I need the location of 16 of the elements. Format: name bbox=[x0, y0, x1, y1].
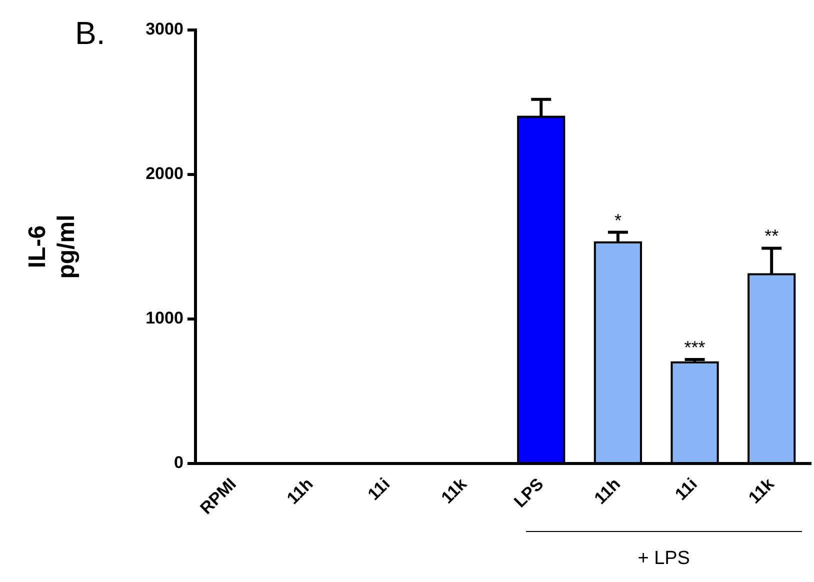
data-label: ** bbox=[764, 226, 779, 246]
y-tick-label: 3000 bbox=[146, 20, 184, 39]
x-tick-label: 11i bbox=[364, 474, 394, 504]
data-label: * bbox=[614, 210, 622, 230]
y-tick-label: 0 bbox=[174, 453, 184, 472]
y-tick-label: 1000 bbox=[146, 308, 184, 328]
x-tick-label: 11k bbox=[438, 474, 471, 508]
data-label: *** bbox=[684, 337, 706, 358]
text: + LPS bbox=[638, 548, 690, 570]
x-tick-label: 11h bbox=[590, 474, 624, 508]
y-axis-title: IL-6 pg/ml bbox=[24, 214, 80, 279]
x-tick-label: 11i bbox=[671, 474, 701, 504]
x-tick-label: 11k bbox=[744, 474, 778, 508]
x-tick-label: 11h bbox=[283, 474, 317, 508]
text: B. bbox=[75, 15, 106, 52]
y-tick-label: 2000 bbox=[146, 164, 184, 184]
